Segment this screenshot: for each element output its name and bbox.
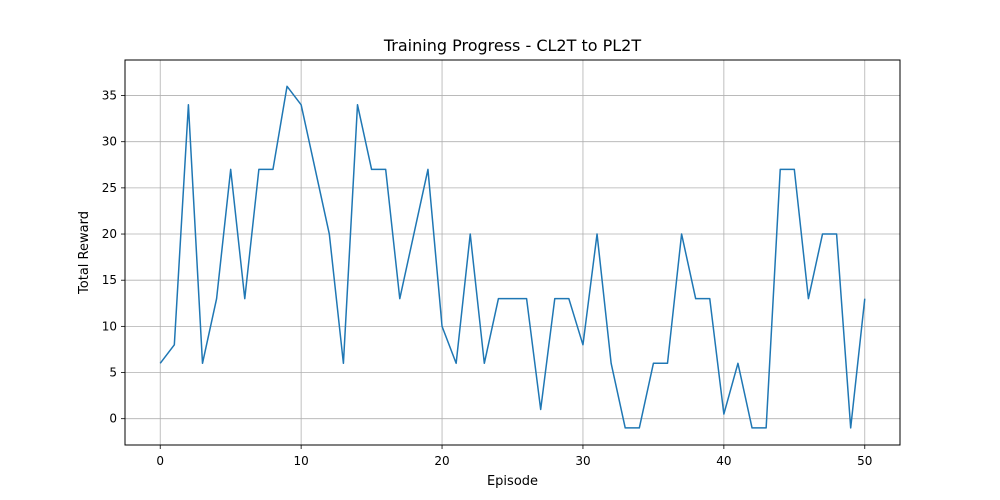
y-tick-label: 35 [102, 89, 117, 103]
x-tick-label: 20 [434, 454, 449, 468]
x-tick-label: 40 [716, 454, 731, 468]
x-tick-label: 0 [156, 454, 164, 468]
series-layer [159, 85, 866, 429]
x-tick-label: 10 [293, 454, 308, 468]
y-tick-label: 20 [102, 227, 117, 241]
x-tick-label: 30 [575, 454, 590, 468]
x-tick-label: 50 [857, 454, 872, 468]
x-axis-ticks: 0 10 20 30 40 50 [156, 445, 872, 468]
x-axis-label: Episode [487, 474, 538, 489]
grid [125, 60, 900, 445]
chart-title: Training Progress - CL2T to PL2T [383, 36, 641, 55]
y-tick-label: 30 [102, 135, 117, 149]
y-axis-label: Total Reward [77, 211, 92, 295]
y-tick-label: 5 [109, 366, 117, 380]
y-tick-label: 25 [102, 181, 117, 195]
y-tick-label: 0 [109, 412, 117, 426]
y-tick-label: 10 [102, 319, 117, 333]
y-tick-label: 15 [102, 273, 117, 287]
series-line [159, 85, 866, 429]
plot-frame [124, 59, 901, 446]
y-axis-ticks: 0 5 10 15 20 25 30 35 [102, 89, 125, 426]
